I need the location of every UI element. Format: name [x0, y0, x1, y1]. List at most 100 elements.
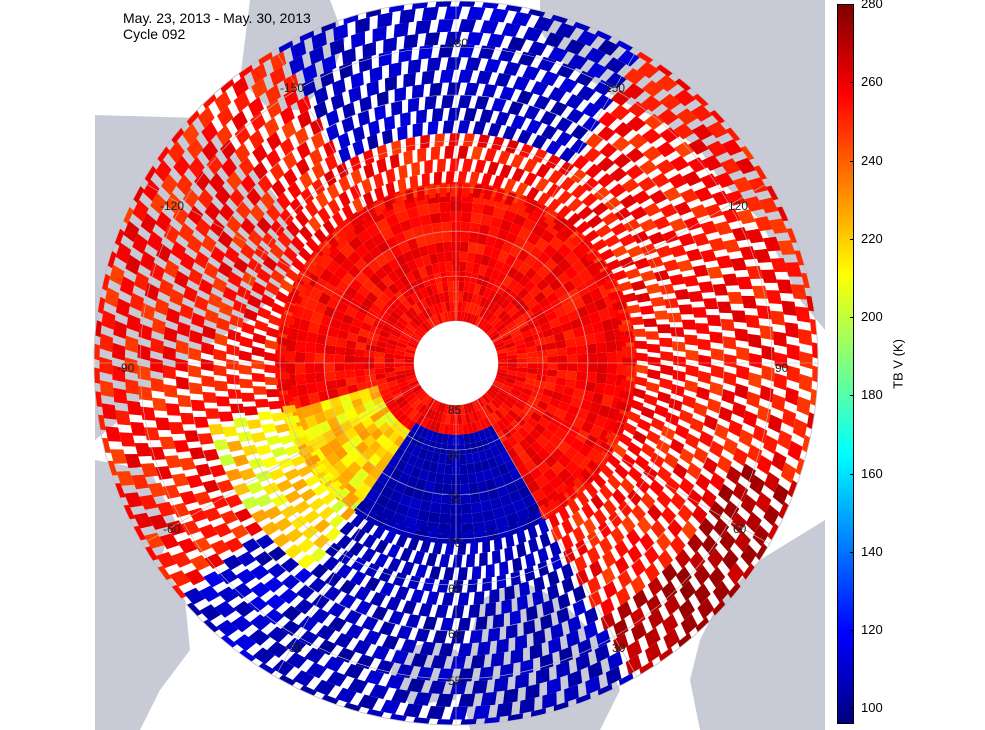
ice-pack-cell: [407, 377, 418, 385]
swath-segment: [238, 364, 252, 375]
swath-segment: [567, 669, 583, 688]
ice-pack-cell: [382, 287, 395, 300]
swath-segment: [727, 562, 745, 585]
ice-pack-cell: [501, 384, 513, 392]
swath-segment: [635, 477, 651, 494]
swath-segment: [699, 249, 717, 263]
swath-segment: [176, 174, 193, 196]
ice-pack-cell: [411, 445, 422, 458]
ice-pack-cell: [421, 490, 434, 503]
ice-pack-cell: [582, 324, 595, 336]
ice-pack-cell: [407, 259, 418, 272]
swath-segment: [342, 102, 356, 120]
swath-segment: [344, 494, 360, 508]
swath-segment: [264, 364, 278, 374]
swath-segment: [372, 200, 384, 217]
swath-segment: [647, 503, 663, 522]
swath-segment: [604, 57, 626, 74]
swath-segment: [470, 146, 483, 160]
swath-segment: [131, 474, 150, 490]
swath-segment: [593, 450, 608, 466]
ice-pack-cell: [518, 438, 531, 451]
swath-segment: [723, 353, 737, 368]
swath-segment: [660, 364, 674, 376]
ice-pack-cell: [317, 420, 332, 434]
ice-pack-cell: [296, 384, 309, 397]
swath-segment: [417, 147, 427, 163]
swath-segment: [613, 411, 627, 424]
swath-segment: [247, 257, 262, 274]
swath-segment: [547, 46, 568, 63]
ice-pack-cell: [348, 236, 363, 251]
swath-segment: [250, 564, 270, 581]
ice-pack-cell: [563, 235, 580, 252]
swath-segment: [669, 438, 685, 455]
ice-pack-cell: [533, 291, 547, 304]
swath-segment: [436, 579, 450, 593]
swath-segment: [687, 533, 704, 554]
swath-segment: [741, 295, 757, 309]
swath-segment: [618, 673, 636, 694]
ice-pack-cell: [514, 315, 526, 325]
swath-segment: [482, 186, 494, 200]
swath-segment: [216, 124, 233, 146]
ice-pack-cell: [571, 259, 587, 275]
swath-segment: [516, 90, 534, 105]
swath-segment: [272, 533, 291, 548]
colorbar-tick-label: 260: [861, 74, 883, 89]
ice-pack-cell: [495, 323, 506, 333]
ice-pack-cell: [325, 379, 338, 391]
swath-segment: [428, 185, 436, 199]
ice-pack-cell: [445, 454, 453, 465]
ice-pack-cell: [601, 394, 614, 408]
swath-segment: [632, 387, 646, 400]
swath-segment: [197, 106, 215, 129]
ice-pack-cell: [380, 227, 395, 241]
ice-pack-cell: [554, 427, 568, 441]
swath-segment: [458, 668, 474, 682]
swath-segment: [510, 154, 525, 169]
swath-segment: [662, 259, 680, 272]
swath-segment: [512, 557, 523, 573]
ice-pack-cell: [442, 483, 452, 495]
ice-pack-cell: [465, 453, 474, 464]
swath-segment: [523, 172, 538, 187]
swath-segment: [251, 346, 265, 358]
swath-segment: [338, 175, 351, 193]
swath-segment: [408, 97, 420, 113]
ice-pack-cell: [365, 488, 381, 503]
swath-segment: [532, 589, 544, 607]
ice-pack-cell: [310, 401, 324, 415]
swath-segment: [281, 120, 297, 140]
swath-segment: [224, 246, 240, 264]
swath-segment: [632, 328, 647, 337]
swath-segment: [199, 604, 222, 622]
swath-segment: [229, 314, 244, 328]
swath-segment: [246, 481, 264, 495]
swath-segment: [204, 408, 220, 419]
swath-segment: [285, 528, 304, 543]
swath-segment: [771, 393, 786, 412]
swath-segment: [256, 268, 272, 284]
swath-segment: [566, 629, 580, 648]
swath-segment: [325, 109, 340, 127]
ice-pack-cell: [375, 433, 388, 446]
swath-segment: [678, 304, 694, 315]
swath-segment: [549, 540, 562, 558]
colorbar-tick-label: 160: [861, 466, 883, 481]
swath-segment: [608, 183, 627, 198]
ice-pack-cell: [315, 343, 326, 354]
ice-pack-cell: [317, 390, 330, 402]
ice-pack-cell: [354, 454, 369, 468]
swath-segment: [504, 192, 517, 206]
ice-pack-cell: [535, 237, 550, 252]
ice-pack-cell: [419, 214, 432, 226]
swath-segment: [411, 84, 425, 99]
swath-segment: [250, 63, 268, 84]
swath-segment: [194, 295, 209, 312]
swath-segment: [271, 179, 286, 198]
swath-segment: [435, 693, 454, 707]
swath-segment: [254, 319, 269, 333]
ice-pack-cell: [477, 233, 488, 246]
ice-pack-cell: [504, 377, 516, 385]
